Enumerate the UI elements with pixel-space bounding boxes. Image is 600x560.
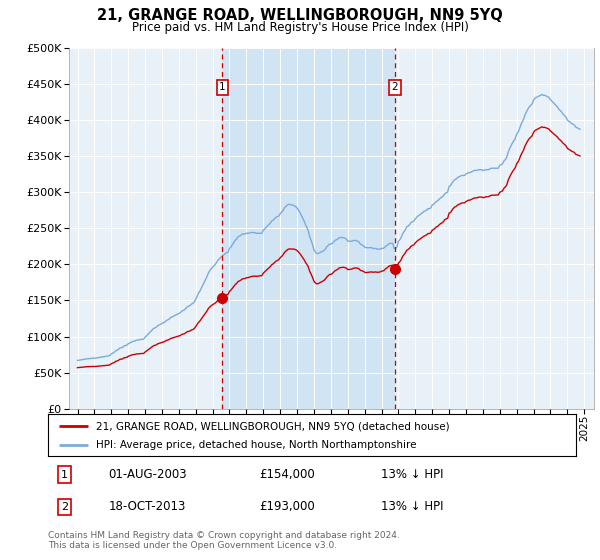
Text: 13% ↓ HPI: 13% ↓ HPI [380,468,443,481]
Text: 21, GRANGE ROAD, WELLINGBOROUGH, NN9 5YQ (detached house): 21, GRANGE ROAD, WELLINGBOROUGH, NN9 5YQ… [95,421,449,431]
Text: £193,000: £193,000 [259,500,315,514]
Text: 18-OCT-2013: 18-OCT-2013 [109,500,186,514]
Text: HPI: Average price, detached house, North Northamptonshire: HPI: Average price, detached house, Nort… [95,440,416,450]
Text: 1: 1 [219,82,226,92]
Text: 13% ↓ HPI: 13% ↓ HPI [380,500,443,514]
Bar [223,48,395,409]
Text: 01-AUG-2003: 01-AUG-2003 [109,468,187,481]
Text: 2: 2 [392,82,398,92]
Text: 1: 1 [61,470,68,479]
Text: Contains HM Land Registry data © Crown copyright and database right 2024.
This d: Contains HM Land Registry data © Crown c… [48,531,400,550]
Text: 2: 2 [61,502,68,512]
Text: Price paid vs. HM Land Registry's House Price Index (HPI): Price paid vs. HM Land Registry's House … [131,21,469,34]
Text: £154,000: £154,000 [259,468,315,481]
Text: 21, GRANGE ROAD, WELLINGBOROUGH, NN9 5YQ: 21, GRANGE ROAD, WELLINGBOROUGH, NN9 5YQ [97,8,503,24]
